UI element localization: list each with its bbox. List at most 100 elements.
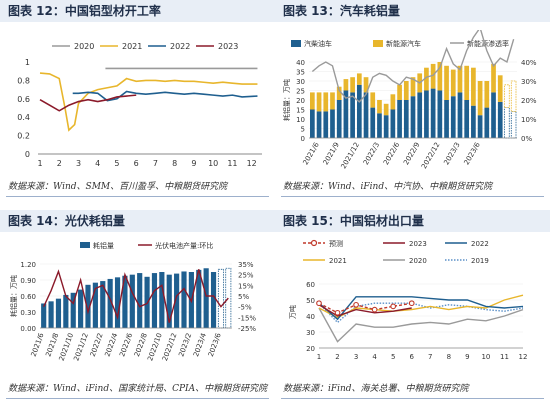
bar-汽柴油车 (336, 100, 342, 138)
x-tick-label: 4 (95, 159, 100, 168)
bar-汽柴油车 (424, 90, 429, 138)
y2-tick-label: 10% (521, 116, 537, 124)
bar-耗铝量 (196, 269, 202, 328)
y-tick-label: 0 (301, 135, 305, 143)
y-tick-label: 0.00 (20, 325, 36, 333)
x-tick-label: 12 (519, 353, 528, 361)
x-tick-label: 9 (191, 159, 196, 168)
bar-耗铝量 (225, 267, 232, 329)
x-tick-label: 2023/4 (192, 331, 208, 357)
y-tick-label: 1.20 (20, 261, 36, 269)
y-tick-label: 0.6 (17, 95, 30, 104)
bar-新能源汽车 (510, 80, 517, 112)
bar-汽柴油车 (323, 111, 329, 138)
x-tick-label: 5 (114, 159, 119, 168)
bar-新能源汽车 (336, 86, 342, 100)
bar-耗铝量 (78, 289, 84, 328)
bar-耗铝量 (137, 273, 143, 328)
legend-swatch (291, 40, 301, 47)
x-tick-label: 12 (247, 159, 257, 168)
bar-新能源汽车 (356, 73, 362, 85)
bar-新能源汽车 (430, 63, 436, 89)
x-tick-label: 2022/12 (420, 141, 441, 170)
bar-新能源汽车 (497, 75, 503, 102)
x-tick-label: 2021/9 (322, 141, 341, 166)
bar-汽柴油车 (510, 111, 517, 139)
y-axis-label: 耗铝量：万吨 (9, 275, 18, 317)
bar-汽柴油车 (497, 101, 503, 138)
bar-耗铝量 (107, 278, 113, 328)
bar-新能源汽车 (484, 81, 490, 108)
forecast-point (371, 306, 378, 313)
legend-label: 光伏电池产量:环比 (155, 241, 213, 250)
x-tick-label: 5 (391, 353, 395, 361)
x-tick-label: 4 (372, 353, 377, 361)
chart-title: 图表 14：光伏耗铝量 (0, 210, 275, 232)
y-tick-label: 0.90 (20, 277, 36, 285)
x-tick-label: 2023/3 (442, 141, 461, 166)
bar-耗铝量 (100, 281, 106, 328)
x-tick-label: 8 (172, 159, 177, 168)
bar-耗铝量 (210, 272, 217, 328)
x-tick-label: 2021/8 (44, 332, 60, 358)
panel-auto-aluminum-consumption: 图表 13：汽车耗铝量 汽柴油车 新能源汽车 新能源渗透率 0 5 10 15 20 25 30 3… (275, 0, 550, 204)
y-tick-label: 0.30 (20, 309, 36, 317)
legend-label: 2019 (471, 257, 489, 265)
y-tick-label: 0.60 (20, 293, 36, 301)
x-tick-label: 1 (37, 159, 42, 168)
legend-label: 2020 (409, 257, 427, 265)
x-tick-label: 2023/6 (207, 331, 223, 357)
y-tick-label: 30 (306, 329, 315, 337)
bar-耗铝量 (92, 282, 98, 328)
forecast-point (408, 300, 415, 307)
bar-新能源汽车 (471, 67, 476, 106)
bar-新能源汽车 (491, 63, 496, 93)
y-tick-label: 1 (25, 58, 30, 67)
bar-新能源汽车 (464, 65, 470, 100)
chart-pv-aluminum: 耗铝量 光伏电池产量:环比 0.00 0.30 0.60 0.90 1.20 35% 25% 15… (9, 241, 256, 362)
series-line-2023 (39, 94, 137, 112)
x-tick-label: 7 (153, 159, 158, 168)
series-line-新能源渗透率 (311, 30, 515, 103)
legend-label: 耗铝量 (93, 241, 114, 250)
series-line-2020 (318, 307, 524, 343)
bar-新能源汽车 (330, 92, 335, 110)
y2-tick-label: 20% (521, 97, 537, 105)
bar-新能源汽车 (450, 69, 456, 97)
x-tick-label: 2021/12 (72, 332, 89, 362)
bar-新能源汽车 (424, 67, 429, 91)
bar-汽柴油车 (310, 109, 315, 138)
x-tick-label: 2 (57, 159, 62, 168)
x-tick-label: 8 (447, 353, 451, 361)
y-axis-label: 万吨 (288, 305, 297, 319)
bar-汽柴油车 (430, 88, 436, 138)
y2-tick-label: 15% (238, 282, 254, 290)
bar-汽柴油车 (343, 90, 349, 138)
bar-新能源汽车 (403, 81, 409, 100)
bar-耗铝量 (174, 273, 180, 328)
x-tick-label: 1 (317, 353, 321, 361)
x-tick-label: 2022/6 (382, 141, 402, 167)
x-tick-label: 2023/6 (463, 141, 483, 167)
bar-新能源汽车 (377, 100, 382, 114)
x-tick-label: 11 (227, 159, 237, 168)
bar-汽柴油车 (356, 84, 362, 138)
x-tick-label: 2022/8 (133, 332, 149, 358)
series-line-2022 (72, 90, 258, 102)
legend-marker (310, 239, 318, 247)
bar-新能源汽车 (410, 77, 416, 97)
y-tick-label: 20 (306, 345, 315, 353)
panel-aluminum-profile-operating-rate: 图表 12：中国铝型材开工率 2020 2021 2022 2023 0 0.2 0.4 0.… (0, 0, 275, 204)
bar-新能源汽车 (343, 79, 349, 91)
bar-新能源汽车 (437, 62, 443, 91)
x-tick-label: 2022/3 (362, 141, 381, 166)
bar-耗铝量 (70, 292, 76, 328)
series-line-光伏电池产量:环比 (43, 269, 229, 323)
bar-汽柴油车 (491, 92, 496, 138)
x-tick-label: 2021/12 (340, 141, 361, 170)
bar-新能源汽车 (504, 84, 510, 108)
y2-tick-label: -25% (238, 325, 256, 333)
bar-耗铝量 (181, 271, 187, 328)
x-tick-label: 6 (134, 159, 139, 168)
